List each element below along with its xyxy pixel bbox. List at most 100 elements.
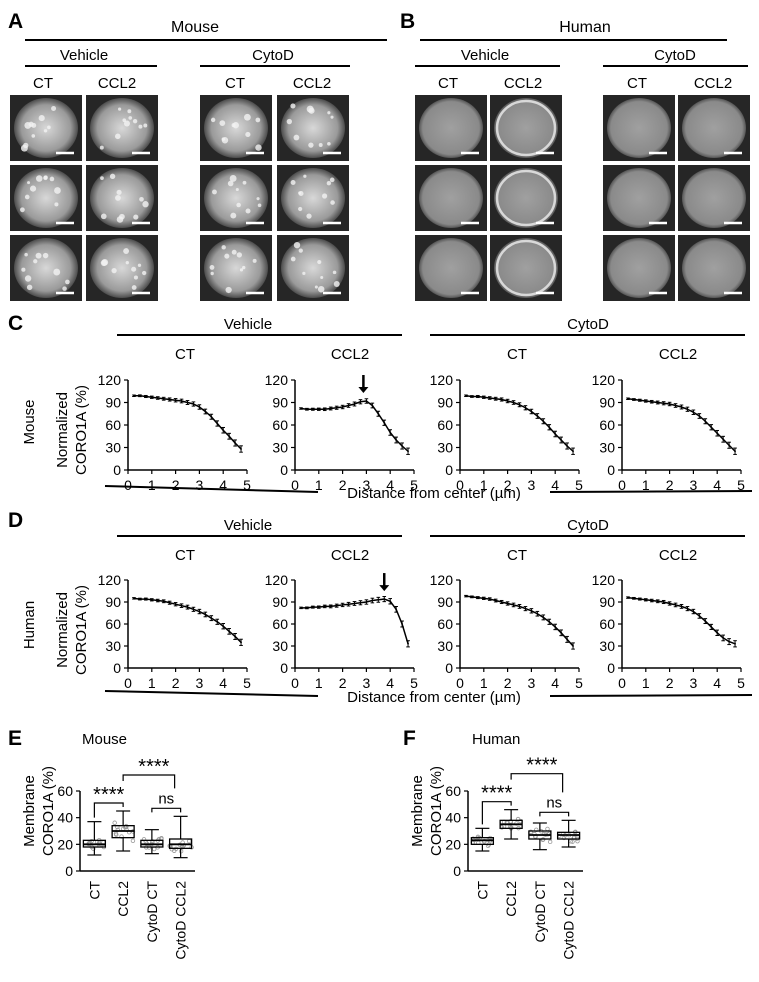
cell-image — [204, 168, 268, 228]
puncta — [100, 176, 104, 181]
x-tick-label: 4 — [386, 477, 394, 493]
data-point — [482, 597, 485, 600]
x-tick-label: 2 — [172, 477, 180, 493]
x-tick-label: 4 — [219, 477, 227, 493]
data-point — [560, 439, 563, 441]
data-point — [512, 401, 515, 404]
data-point — [383, 598, 386, 600]
panel-c-xlabel-line-right — [549, 490, 753, 493]
puncta — [20, 207, 25, 213]
puncta — [123, 120, 130, 127]
data-point — [680, 605, 683, 608]
data-point — [662, 601, 665, 603]
cell-image — [204, 238, 268, 298]
x-tick-label: 3 — [196, 477, 204, 493]
data-point — [389, 431, 392, 434]
y-tick-label: 30 — [105, 638, 121, 654]
panel-d-col-ct2: CT — [507, 547, 527, 564]
y-tick-label: 120 — [98, 572, 122, 588]
data-point — [353, 403, 356, 405]
box-chart-F: 0 20 40 60 CT CCL2 CytoD CT CytoD CCL2 **** ns ***… — [445, 755, 583, 960]
x-tick-label: 5 — [243, 675, 251, 691]
puncta — [24, 275, 32, 282]
data-point — [686, 408, 689, 411]
x-tick-label: 4 — [219, 675, 227, 691]
panel-b-vehicle-label: Vehicle — [461, 47, 509, 64]
panel-e-ylabel-2: CORO1A (%) — [40, 766, 57, 856]
y-tick-label: 90 — [105, 594, 121, 610]
x-tick-label: 5 — [575, 675, 583, 691]
puncta — [141, 270, 147, 276]
data-point — [692, 610, 695, 613]
puncta — [255, 144, 262, 151]
data-point — [306, 408, 308, 411]
data-point — [554, 626, 557, 628]
cell-image — [607, 238, 671, 298]
data-point — [662, 402, 665, 405]
data-point — [377, 598, 380, 601]
puncta — [49, 176, 55, 182]
data-point — [633, 398, 635, 401]
category-label: CytoD CT — [532, 881, 548, 943]
data-point — [329, 407, 332, 410]
cell-image — [281, 168, 345, 228]
puncta — [42, 252, 49, 259]
puncta — [101, 259, 109, 266]
puncta — [28, 121, 34, 127]
puncta — [239, 268, 244, 272]
panel-c-col-ct: CT — [175, 346, 195, 363]
panel-d-col-ccl2: CCL2 — [331, 547, 369, 564]
puncta — [327, 141, 331, 146]
puncta — [330, 200, 335, 205]
data-point — [518, 605, 521, 608]
data-point — [204, 613, 207, 616]
x-tick-label: 3 — [196, 675, 204, 691]
data-point — [633, 597, 635, 600]
x-tick-label: 3 — [363, 477, 371, 493]
x-tick-label: 1 — [642, 477, 650, 493]
panel-c-vehicle-label: Vehicle — [224, 316, 272, 333]
cell-image — [494, 168, 558, 228]
puncta — [133, 214, 139, 220]
data-point — [335, 604, 338, 607]
puncta — [302, 271, 306, 275]
sig-bracket-top — [122, 774, 176, 789]
data-point — [341, 604, 344, 606]
puncta — [123, 248, 130, 254]
data-point — [395, 608, 398, 611]
puncta — [100, 213, 107, 220]
y-tick-label: 30 — [599, 440, 615, 456]
data-point — [500, 398, 503, 401]
x-tick-label: 0 — [124, 675, 132, 691]
data-point — [377, 412, 380, 415]
data-point — [174, 399, 177, 402]
y-tick-label: 60 — [445, 783, 461, 799]
data-point — [710, 626, 713, 628]
puncta — [318, 143, 323, 147]
puncta — [219, 120, 226, 126]
x-tick-label: 0 — [124, 477, 132, 493]
y-tick-label: 20 — [445, 836, 461, 852]
panel-d-ylabel-2: CORO1A (%) — [73, 585, 90, 675]
puncta — [132, 118, 138, 124]
ns-label: ns — [158, 790, 174, 807]
panel-b-cytod-label: CytoD — [654, 47, 696, 64]
data-point — [186, 606, 189, 609]
y-tick-label: 0 — [445, 660, 453, 676]
y-tick-label: 120 — [430, 572, 454, 588]
puncta — [131, 285, 137, 290]
puncta — [109, 173, 116, 180]
data-point — [383, 421, 386, 424]
data-point — [210, 617, 213, 620]
data-point — [627, 596, 629, 599]
puncta — [111, 267, 117, 274]
cell-image — [682, 168, 746, 228]
data-point — [407, 450, 409, 453]
x-tick-label: 2 — [172, 675, 180, 691]
data-point — [560, 631, 563, 634]
category-label: CytoD CCL2 — [561, 881, 577, 960]
puncta — [317, 285, 325, 293]
puncta — [125, 261, 129, 265]
